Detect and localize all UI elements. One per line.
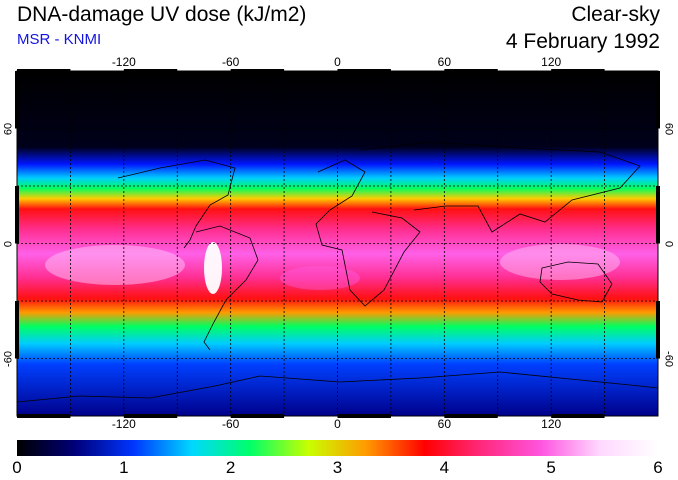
- lat-tick-label-right: 0: [662, 240, 675, 247]
- border-bar: [656, 186, 660, 244]
- lat-tick-label-right: -60: [662, 350, 675, 367]
- border-bar: [444, 414, 498, 418]
- lat-tick-label-right: 60: [662, 122, 675, 135]
- sky-condition-label: Clear-sky: [571, 3, 660, 26]
- uv-hotspots: [45, 242, 620, 294]
- lat-tick-label-left: 0: [2, 240, 15, 247]
- colorbar-tick-label: 6: [653, 458, 663, 477]
- map-border-bars: [15, 69, 660, 418]
- border-bar: [123, 69, 178, 73]
- lon-tick-label-bottom: 120: [541, 417, 562, 431]
- date-label: 4 February 1992: [505, 30, 660, 53]
- border-bar: [337, 69, 391, 73]
- lon-tick-label-bottom: 0: [334, 417, 341, 431]
- border-bar: [551, 414, 605, 418]
- lon-tick-label-top: 120: [541, 55, 562, 69]
- border-bar: [15, 71, 19, 129]
- lon-tick-label-top: 60: [437, 55, 452, 69]
- lon-tick-label-top: 0: [334, 55, 341, 69]
- colorbar-tick-label: 5: [546, 458, 556, 477]
- coastlines: [17, 141, 658, 403]
- lon-tick-label-bottom: 60: [437, 417, 452, 431]
- coast-europe-africa: [315, 159, 421, 307]
- border-bar: [230, 414, 285, 418]
- lon-tick-label-top: -60: [221, 55, 240, 69]
- colorbar-tick-label: 2: [225, 458, 236, 477]
- border-bar: [444, 69, 498, 73]
- colorbar-tick-label: 4: [439, 458, 450, 477]
- border-bar: [551, 69, 605, 73]
- map-title: DNA-damage UV dose (kJ/m2): [17, 3, 307, 26]
- border-bar: [656, 71, 660, 129]
- coast-australia: [539, 261, 613, 303]
- graticule: [17, 71, 658, 416]
- colorbar-tick-label: 0: [12, 458, 22, 477]
- border-bar: [15, 301, 19, 359]
- lat-tick-label-left: -60: [2, 350, 15, 367]
- colorbar: [17, 440, 658, 456]
- border-bar: [656, 301, 660, 359]
- coast-north-america: [117, 159, 236, 249]
- border-bar: [123, 414, 178, 418]
- coast-south-america: [195, 225, 259, 351]
- lon-tick-label-top: -120: [111, 55, 136, 69]
- colorbar-tick-label: 1: [119, 458, 129, 477]
- coast-asia: [359, 141, 641, 233]
- border-bar: [337, 414, 391, 418]
- border-bar: [17, 414, 71, 418]
- border-bar: [17, 69, 71, 73]
- lon-tick-label-bottom: -60: [221, 417, 240, 431]
- credit-label: MSR - KNMI: [17, 31, 102, 48]
- coast-antarctica: [17, 371, 658, 403]
- border-bar: [230, 69, 285, 73]
- lon-tick-label-bottom: -120: [111, 417, 136, 431]
- colorbar-tick-label: 3: [332, 458, 343, 477]
- lat-tick-label-left: 60: [2, 122, 15, 135]
- border-bar: [15, 186, 19, 244]
